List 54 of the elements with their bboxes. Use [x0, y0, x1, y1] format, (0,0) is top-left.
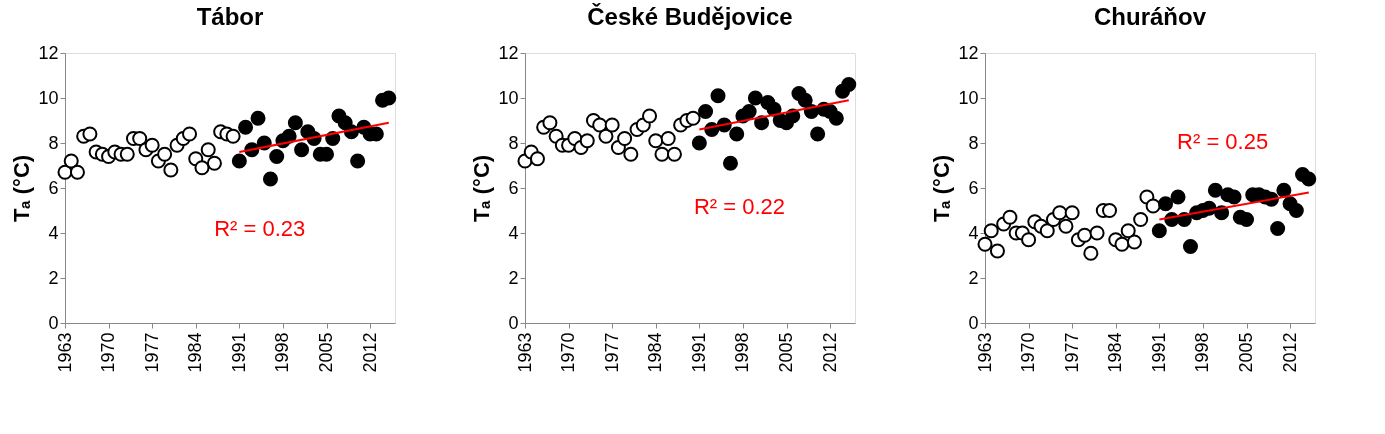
x-tick-label: 1991 [688, 332, 709, 373]
annotation: R² = 0.22 [693, 193, 786, 219]
x-tick-label: 1977 [141, 332, 162, 373]
x-tick-label: 1977 [1061, 332, 1082, 373]
y-axis-title: Tₐ (°C) [469, 154, 495, 223]
chart-title: České Budějovice [587, 3, 793, 30]
x-tick-label: 1991 [228, 332, 249, 373]
x-tick-label: 1998 [272, 332, 293, 373]
y-tick-label: 6 [508, 177, 519, 198]
y-tick-label: 12 [38, 42, 59, 63]
y-tick-label: 0 [508, 312, 519, 333]
x-tick-label: 2005 [316, 332, 337, 373]
annotation: R² = 0.25 [1177, 129, 1269, 155]
x-tick-label: 1984 [185, 332, 206, 373]
x-tick-label: 1977 [601, 332, 622, 373]
x-tick-label: 1963 [514, 332, 535, 373]
y-axis-title: Tₐ (°C) [929, 154, 955, 223]
x-tick-label: 1998 [732, 332, 753, 373]
x-tick-label: 2005 [1236, 332, 1257, 373]
x-tick-label: 1991 [1148, 332, 1169, 373]
y-tick-label: 10 [958, 87, 979, 108]
y-tick-label: 12 [498, 42, 519, 63]
chart-title: Tábor [196, 3, 264, 30]
y-tick-label: 6 [48, 177, 59, 198]
x-tick-label: 2012 [819, 332, 840, 373]
x-tick-label: 2012 [1279, 332, 1300, 373]
chart-title: Churáňov [1093, 3, 1207, 30]
y-tick-label: 8 [48, 132, 59, 153]
y-tick-label: 8 [508, 132, 519, 153]
y-tick-label: 4 [48, 222, 59, 243]
y-tick-label: 8 [968, 132, 979, 153]
x-tick-label: 2012 [359, 332, 380, 373]
y-tick-label: 0 [48, 312, 59, 333]
y-tick-label: 0 [968, 312, 979, 333]
y-tick-label: 2 [968, 267, 979, 288]
x-tick-label: 1970 [1018, 332, 1039, 373]
y-tick-label: 2 [48, 267, 59, 288]
y-tick-label: 6 [968, 177, 979, 198]
x-tick-label: 1970 [558, 332, 579, 373]
x-tick-label: 1963 [974, 332, 995, 373]
x-tick-label: 1984 [1105, 332, 1126, 373]
y-tick-label: 12 [958, 42, 979, 63]
x-tick-label: 1984 [645, 332, 666, 373]
x-tick-label: 1998 [1192, 332, 1213, 373]
y-tick-label: 4 [508, 222, 519, 243]
annotation: R² = 0.23 [214, 215, 306, 241]
y-tick-label: 10 [498, 87, 519, 108]
y-tick-label: 10 [38, 87, 59, 108]
y-tick-label: 2 [508, 267, 519, 288]
y-axis-title: Tₐ (°C) [9, 154, 35, 223]
x-tick-label: 1970 [98, 332, 119, 373]
x-tick-label: 1963 [54, 332, 75, 373]
y-tick-label: 4 [968, 222, 979, 243]
x-tick-label: 2005 [776, 332, 797, 373]
